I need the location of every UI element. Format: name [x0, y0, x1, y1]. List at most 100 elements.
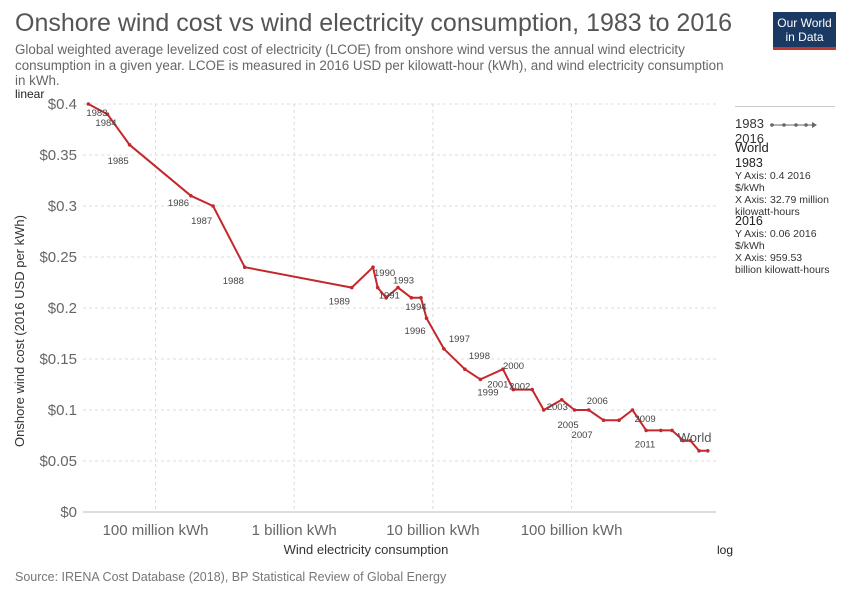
data-point: [530, 387, 534, 392]
data-point: [670, 428, 674, 433]
data-point: [371, 265, 375, 270]
year-label: 2000: [503, 361, 524, 372]
legend-end-line2: $/kWh: [735, 240, 765, 252]
year-label: 1993: [393, 276, 414, 287]
logo-line-1: Our World: [777, 16, 832, 30]
year-label: 1994: [405, 302, 426, 313]
owid-logo[interactable]: Our World in Data: [773, 12, 836, 50]
data-point: [105, 112, 110, 116]
y-tick-label: $0.2: [48, 300, 77, 317]
year-label: 1989: [329, 297, 350, 308]
x-axis-label: Wind electricity consumption: [284, 542, 449, 557]
legend-start-point: 1983 Y Axis: 0.4 2016 $/kWh X Axis: 32.7…: [735, 156, 835, 218]
data-point: [86, 102, 91, 106]
legend-start-year: 1983: [735, 156, 763, 170]
legend-end-point: 2016 Y Axis: 0.06 2016 $/kWh X Axis: 959…: [735, 214, 835, 276]
year-label: 1986: [168, 198, 189, 209]
y-tick-label: $0.1: [48, 402, 77, 419]
data-point: [396, 285, 400, 290]
data-point: [511, 387, 516, 392]
legend-divider: [735, 106, 835, 107]
legend-start-line2: $/kWh: [735, 182, 765, 194]
year-label: 1999: [477, 387, 498, 398]
data-point: [559, 398, 564, 402]
year-label: 2001: [487, 380, 508, 391]
year-label: 1987: [191, 216, 212, 227]
series-world: [86, 102, 710, 453]
x-axis-ticks: 100 million kWh 1 billion kWh 10 billion k…: [103, 522, 623, 539]
series-line-world: [87, 103, 708, 452]
grid-lines: [83, 103, 716, 513]
year-label: 2002: [509, 382, 530, 393]
year-label: 1990: [374, 268, 395, 279]
series-end-label: World: [678, 430, 712, 445]
y-tick-label: $0.4: [48, 96, 77, 113]
chart-title: Onshore wind cost vs wind electricity co…: [15, 9, 733, 37]
data-point: [463, 367, 467, 372]
y-tick-label: $0.35: [39, 147, 77, 164]
year-label: 1985: [108, 156, 129, 167]
year-label: 2009: [635, 414, 656, 425]
y-tick-label: $0.3: [48, 198, 77, 215]
data-point: [424, 316, 429, 321]
year-label: 1997: [449, 334, 470, 345]
y-tick-label: $0.05: [39, 453, 77, 470]
legend-start-line3: X Axis: 32.79 million: [735, 194, 829, 206]
data-point: [572, 408, 577, 412]
y-tick-label: $0.15: [39, 351, 77, 368]
year-label: 2007: [572, 430, 593, 441]
data-point: [586, 408, 591, 412]
data-point: [409, 296, 414, 300]
data-point: [630, 408, 635, 412]
legend-time-range: 1983 2016: [735, 116, 835, 146]
data-point: [189, 194, 193, 198]
year-label: 2006: [587, 396, 608, 407]
year-label: 2005: [558, 420, 579, 431]
data-point: [601, 418, 606, 423]
legend-end-line4: billion kilowatt-hours: [735, 264, 830, 276]
data-point: [127, 143, 132, 147]
data-point: [375, 285, 380, 290]
arrow-icon: [769, 121, 817, 128]
legend-range-end: 2016: [735, 131, 764, 146]
y-axis-label: Onshore wind cost (2016 USD per kWh): [12, 215, 27, 447]
x-tick-label: 100 million kWh: [103, 522, 209, 539]
year-label: 1983: [86, 108, 107, 119]
year-label: 2011: [635, 439, 655, 450]
year-label: 1988: [223, 276, 244, 287]
y-axis-ticks: $0 $0.05 $0.1 $0.15 $0.2 $0.25 $0.3 $0.35 $0.4: [39, 96, 77, 521]
data-point: [419, 296, 423, 300]
legend-start-line4: kilowatt-hours: [735, 206, 800, 218]
data-point: [705, 449, 710, 453]
year-label: 1984: [95, 118, 116, 129]
chart-subtitle: Global weighted average levelized cost o…: [15, 42, 724, 89]
data-point: [659, 428, 663, 433]
legend-end-year: 2016: [735, 214, 763, 228]
legend-end-line1: Y Axis: 0.06 2016: [735, 228, 817, 240]
data-point: [644, 428, 648, 433]
data-point: [501, 367, 505, 372]
data-point: [541, 408, 546, 412]
year-label: 2003: [547, 402, 568, 413]
data-point: [242, 265, 247, 270]
logo-line-2: in Data: [785, 30, 824, 44]
year-label: 1998: [469, 351, 490, 362]
legend-start-line1: Y Axis: 0.4 2016: [735, 170, 811, 182]
y-tick-label: $0.25: [39, 249, 77, 266]
data-point: [211, 204, 215, 208]
data-point: [688, 438, 693, 443]
y-tick-label: $0: [60, 504, 77, 521]
data-point: [617, 418, 621, 423]
legend-range-start: 1983: [735, 116, 764, 131]
x-tick-label: 100 billion kWh: [521, 522, 623, 539]
data-point: [478, 377, 483, 382]
x-scale-toggle[interactable]: log: [717, 543, 734, 557]
year-label: 1996: [405, 326, 426, 337]
legend-end-line3: X Axis: 959.53: [735, 252, 803, 264]
data-point: [349, 285, 354, 290]
data-point: [384, 296, 388, 300]
y-scale-toggle[interactable]: linear: [15, 87, 45, 101]
legend-entity: World: [735, 140, 769, 155]
